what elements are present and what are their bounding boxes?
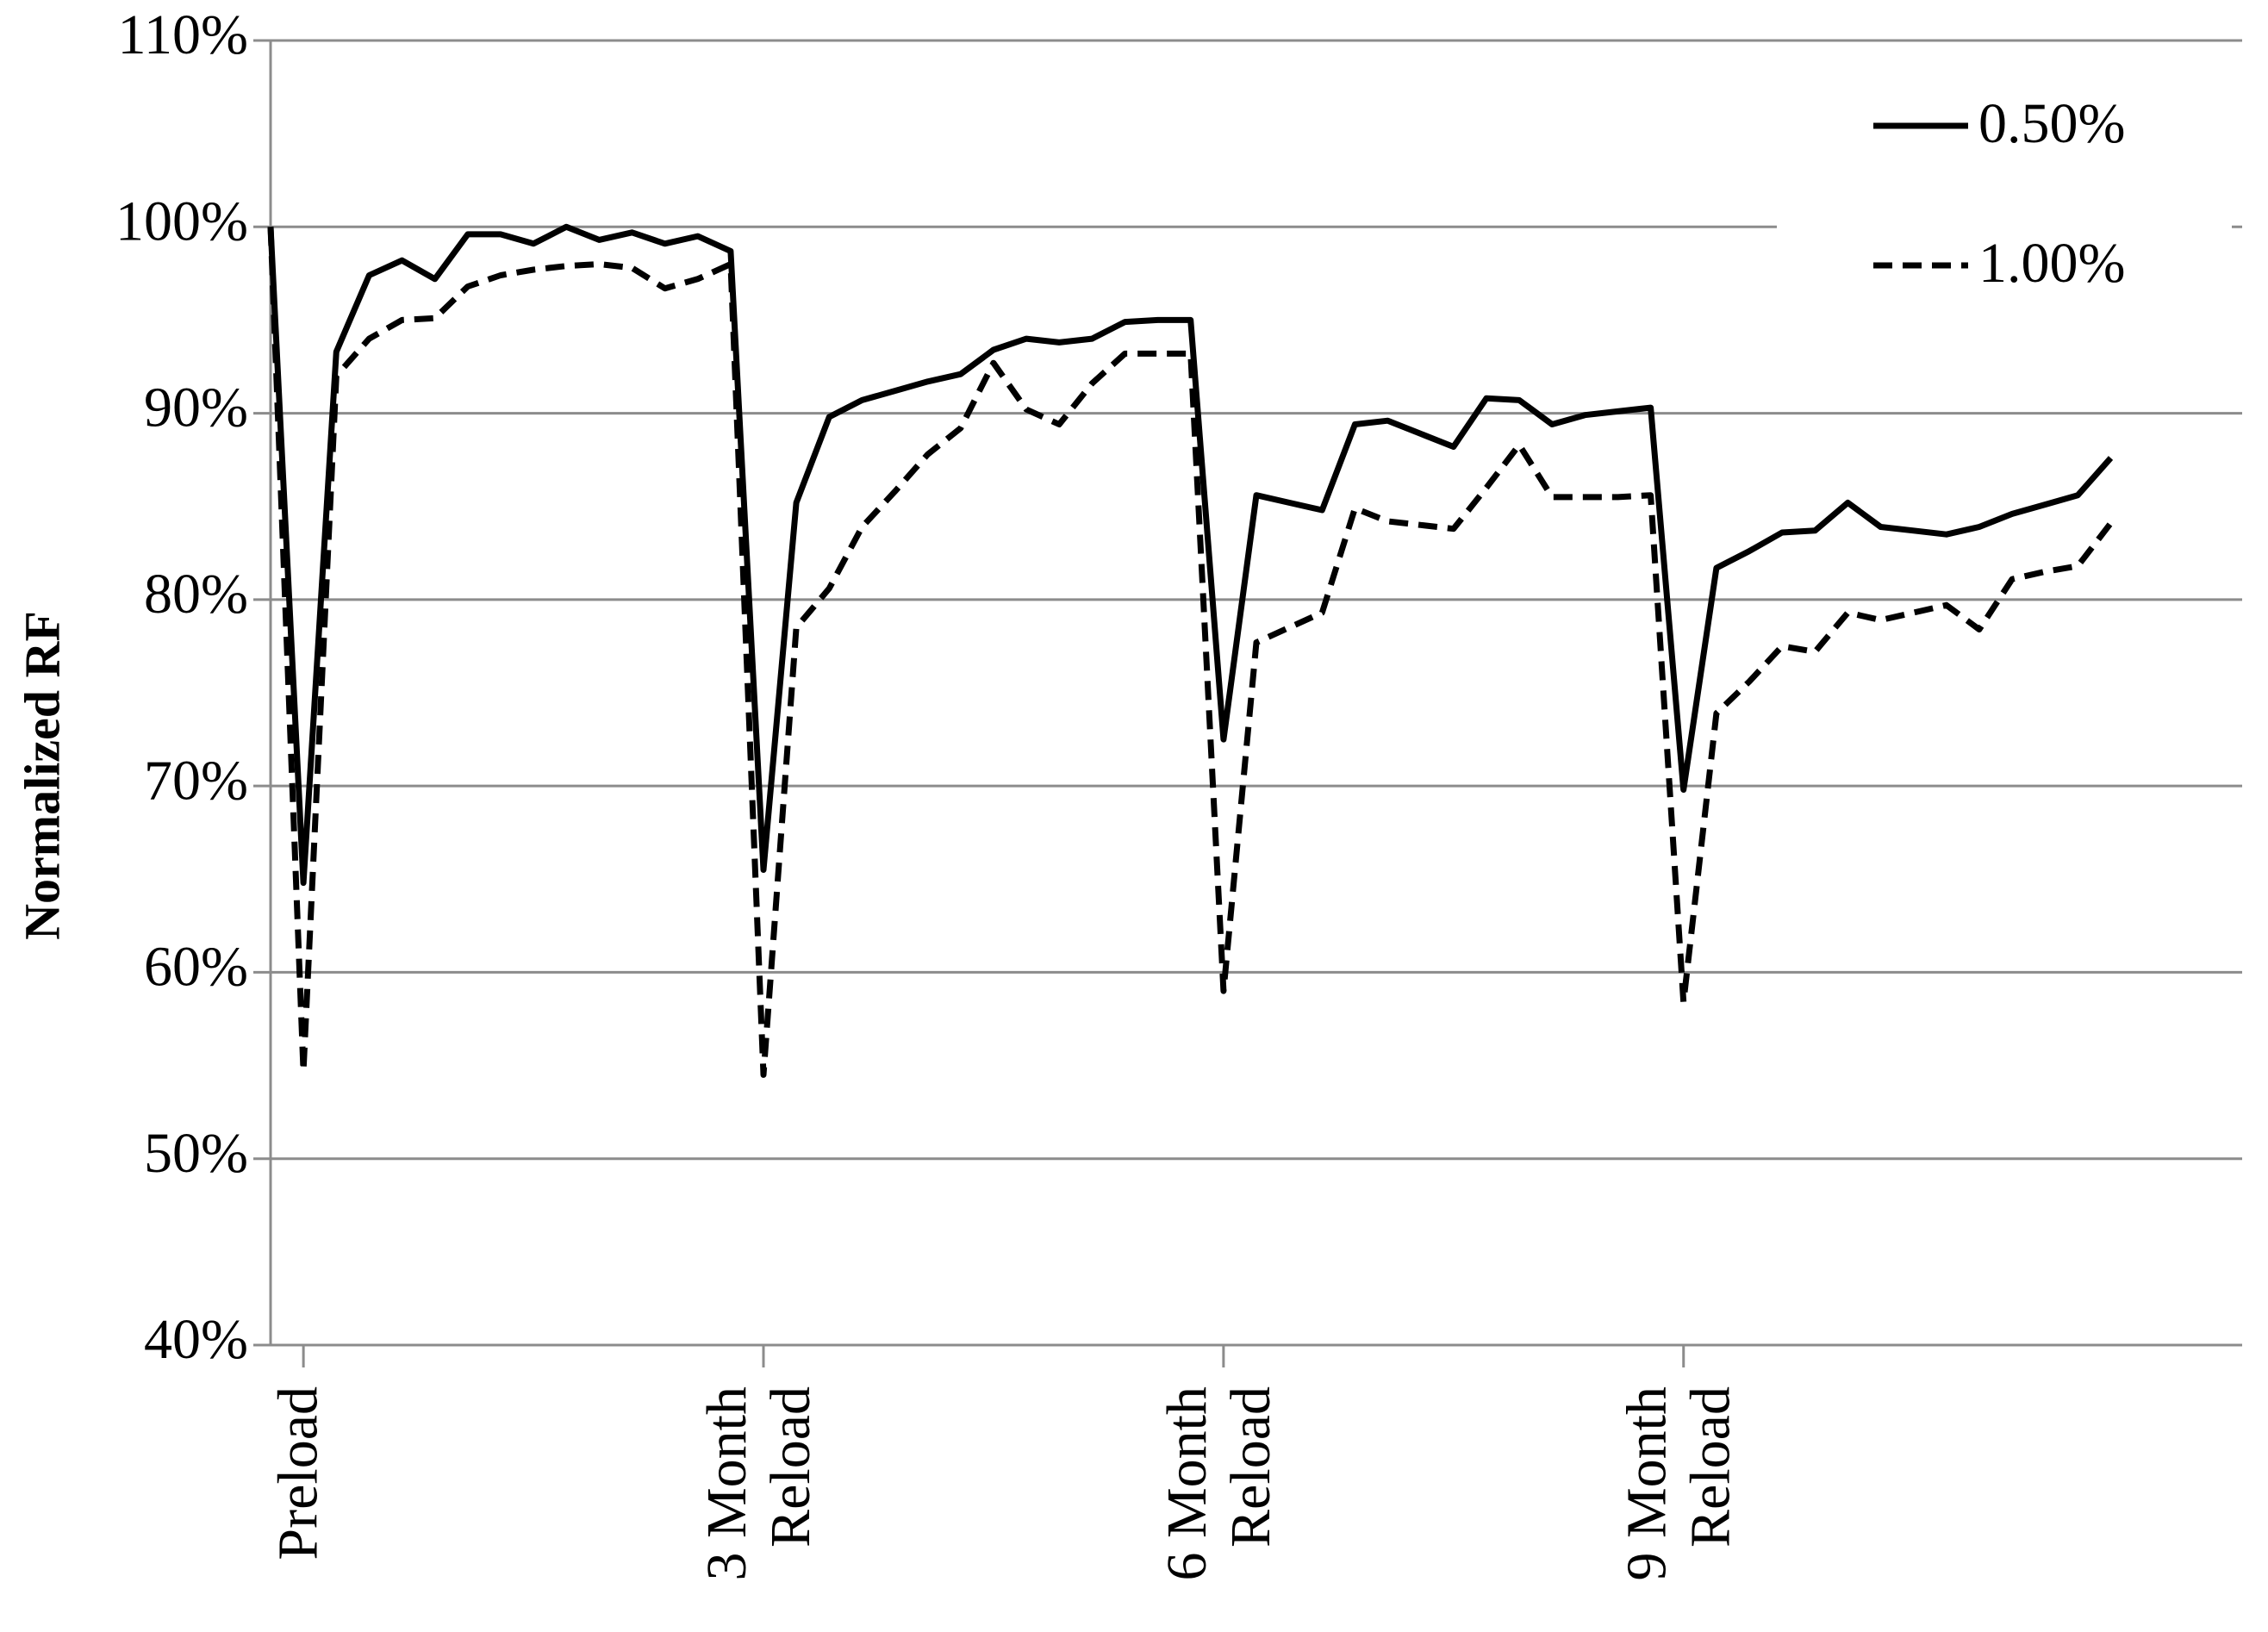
x-tick-label: Preload (266, 1386, 329, 1560)
y-tick-label: 70% (144, 749, 248, 812)
y-tick-label: 100% (115, 190, 248, 252)
data-line (267, 227, 2114, 1078)
y-tick-label: 80% (144, 563, 248, 626)
data-line (267, 223, 2114, 887)
y-tick-label: 110% (117, 3, 248, 66)
x-tick-label: 3 MonthReload (695, 1386, 822, 1581)
legend-label: 0.50% (1978, 92, 2125, 155)
y-tick-label: 60% (144, 936, 248, 999)
y-tick-label: 50% (144, 1122, 248, 1185)
y-tick-label: 40% (144, 1308, 248, 1371)
y-tick-label: 90% (144, 377, 248, 439)
legend-background (1777, 58, 2232, 333)
x-tick-label: 9 MonthReload (1616, 1386, 1742, 1581)
legend-label: 1.00% (1978, 232, 2125, 295)
x-tick-label: 6 MonthReload (1156, 1386, 1282, 1581)
y-axis-title: Normalized RF (14, 611, 70, 940)
